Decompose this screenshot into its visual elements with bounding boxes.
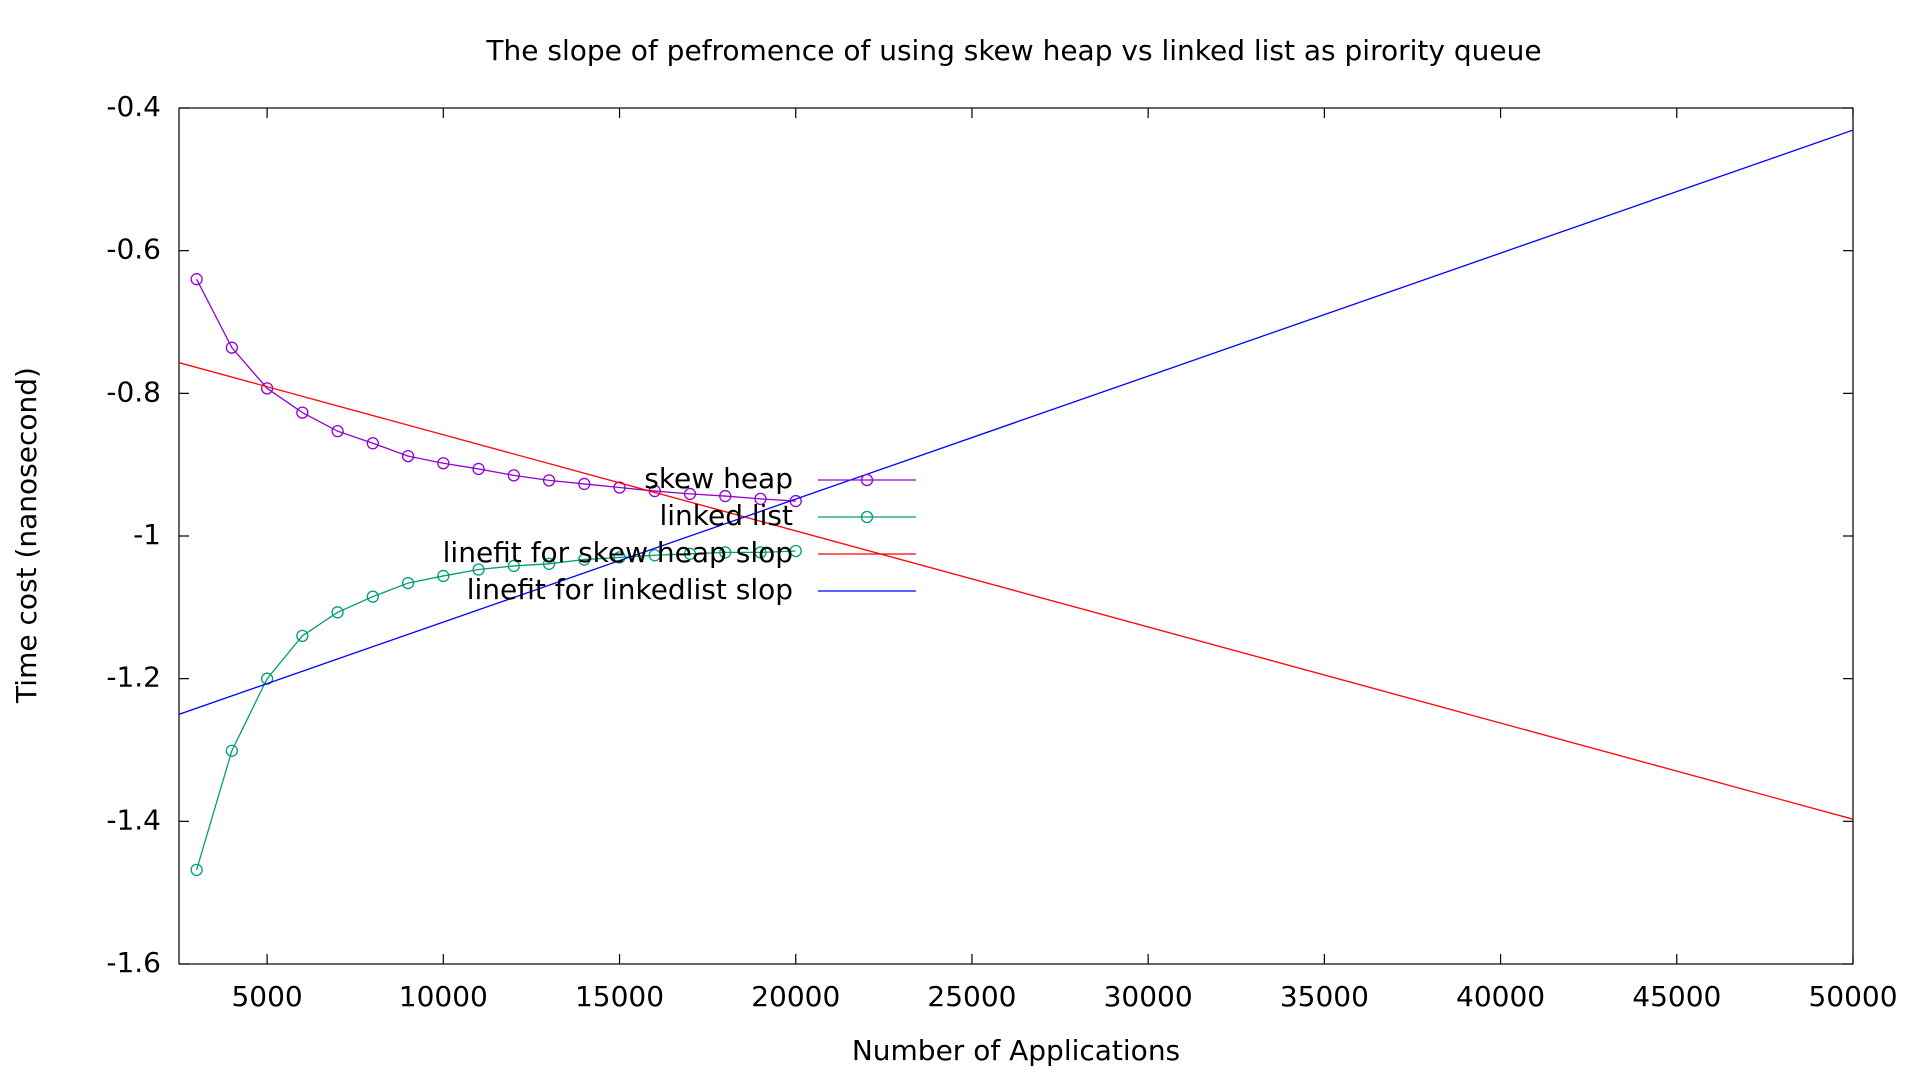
- data-point: [437, 457, 450, 470]
- data-point: [507, 469, 520, 482]
- y-tick-label: -0.6: [106, 233, 161, 266]
- legend-label: linefit for skew heap slop: [443, 536, 793, 569]
- y-tick-label: -0.8: [106, 375, 161, 408]
- data-point: [754, 492, 767, 506]
- legend-marker: [860, 510, 874, 524]
- data-point: [542, 557, 556, 570]
- y-tick-label: -1.2: [106, 661, 161, 694]
- y-axis-label: Time cost (nanosecond): [10, 367, 43, 704]
- data-point: [190, 273, 203, 286]
- data-point: [683, 547, 697, 560]
- y-tick-label: -1: [133, 518, 161, 551]
- data-point: [366, 590, 379, 603]
- chart-title: The slope of pefromence of using skew he…: [485, 34, 1541, 67]
- data-point: [578, 477, 591, 491]
- data-point: [507, 559, 520, 573]
- data-point: [613, 481, 626, 494]
- x-tick-label: 35000: [1280, 980, 1369, 1013]
- x-tick-label: 45000: [1632, 980, 1721, 1013]
- legend-label: linefit for linkedlist slop: [467, 573, 793, 606]
- data-point: [719, 489, 732, 503]
- legend-label: skew heap: [644, 462, 793, 495]
- data-point: [613, 551, 626, 564]
- x-tick-label: 10000: [399, 980, 488, 1013]
- data-point: [296, 629, 309, 643]
- data-point: [542, 474, 556, 487]
- data-point: [401, 449, 415, 463]
- plot-area: [179, 129, 1853, 876]
- x-tick-label: 50000: [1808, 980, 1897, 1013]
- data-point: [331, 606, 344, 619]
- data-point: [401, 576, 415, 590]
- data-point: [190, 863, 203, 876]
- data-point: [366, 437, 379, 450]
- legend-marker: [860, 473, 874, 487]
- legend-label: linked list: [659, 499, 793, 532]
- data-point: [789, 544, 802, 558]
- data-point: [225, 341, 239, 354]
- x-tick-label: 5000: [231, 980, 302, 1013]
- data-point: [648, 549, 661, 562]
- y-tick-label: -0.4: [106, 90, 161, 123]
- data-point: [225, 744, 239, 757]
- series-line: [179, 129, 1853, 715]
- data-point: [296, 406, 309, 419]
- data-point: [683, 487, 697, 501]
- data-point: [578, 553, 591, 566]
- series-line: [179, 362, 1853, 820]
- data-point: [472, 462, 485, 476]
- x-tick-label: 40000: [1456, 980, 1545, 1013]
- data-point: [719, 546, 732, 559]
- data-point: [472, 563, 485, 576]
- x-tick-label: 25000: [927, 980, 1016, 1013]
- y-tick-label: -1.4: [106, 803, 161, 836]
- data-point: [754, 546, 767, 559]
- x-tick-label: 30000: [1104, 980, 1193, 1013]
- x-axis-label: Number of Applications: [852, 1034, 1180, 1067]
- x-tick-label: 20000: [751, 980, 840, 1013]
- y-tick-label: -1.6: [106, 946, 161, 979]
- data-point: [437, 569, 450, 583]
- data-point: [331, 424, 344, 438]
- x-tick-label: 15000: [575, 980, 664, 1013]
- plot-frame: [178, 107, 1854, 965]
